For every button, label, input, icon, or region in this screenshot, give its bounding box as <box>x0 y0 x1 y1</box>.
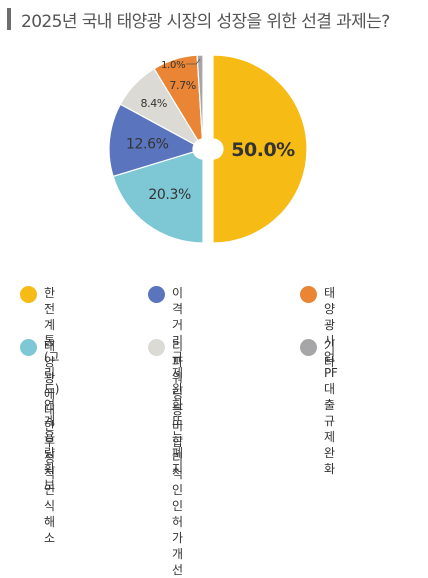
pie-slice <box>196 54 204 140</box>
legend-swatch <box>300 339 317 356</box>
legend-swatch <box>20 339 37 356</box>
chart-title-wrap: 2025년 국내 태양광 시장의 성장을 위한 선결 과제는? <box>7 4 390 34</box>
legend-swatch <box>300 286 317 303</box>
pie-slice <box>212 54 308 244</box>
slice-value-label: 7.7% <box>169 79 195 92</box>
legend-item: 기타 <box>300 338 335 370</box>
legend-swatch <box>148 339 165 356</box>
slice-value-label: 8.4% <box>141 97 167 110</box>
slice-value-label: 20.3% <box>148 187 191 203</box>
legend-label: 리파워링 등 비합리적인 인허가 개선 <box>172 339 183 577</box>
chart-title: 2025년 국내 태양광 시장의 성장을 위한 선결 과제는? <box>21 11 390 32</box>
legend-item: 리파워링 등 비합리적인 인허가 개선 <box>148 338 183 578</box>
legend-swatch <box>20 286 37 303</box>
legend-swatch <box>148 286 165 303</box>
slice-leader-line <box>186 58 201 65</box>
title-accent-bar <box>7 8 11 30</box>
pie-slice <box>112 151 204 244</box>
pie-slice <box>108 103 196 178</box>
legend-label: 태양광에 대한 부정적 인식 해소 <box>44 339 55 545</box>
legend-label: 기타 <box>324 339 335 369</box>
slice-value-label: 50.0% <box>231 139 295 161</box>
slice-value-label: 1.0% <box>161 60 185 71</box>
legend-item: 태양광 사업 PF대출 규제 완화 <box>300 285 338 477</box>
slice-value-label: 12.6% <box>126 136 169 152</box>
legend-label: 태양광 사업 PF대출 규제 완화 <box>324 286 338 476</box>
legend-item: 태양광에 대한 부정적 인식 해소 <box>20 338 55 546</box>
pie-chart: 50.0% 20.3% 12.6% 8.4%7.7% 1.0% <box>108 54 308 244</box>
